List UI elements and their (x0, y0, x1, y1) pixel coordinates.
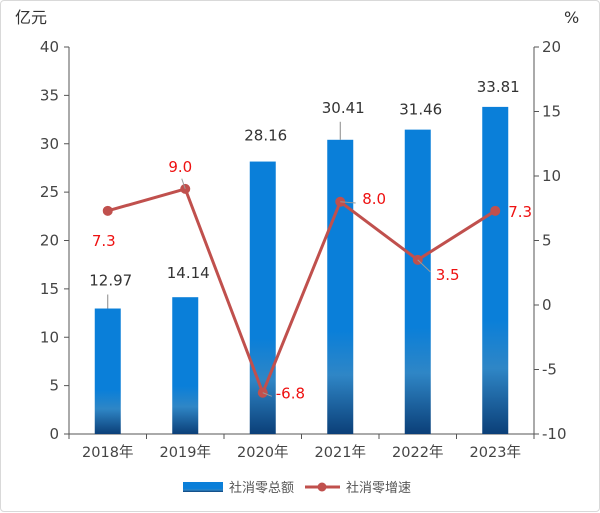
right-tick-label: -5 (542, 361, 557, 379)
right-tick-label: 0 (542, 296, 552, 314)
left-tick-label: 35 (40, 86, 59, 104)
right-tick-label: 5 (542, 232, 552, 250)
legend: 社消零总额 社消零增速 (183, 480, 411, 496)
left-axis-unit: 亿元 (15, 8, 47, 27)
x-tick-label: 2020年 (237, 444, 288, 461)
left-tick-label: 15 (40, 280, 59, 298)
bars (94, 106, 509, 435)
bar (404, 129, 431, 434)
bar-value-label: 33.81 (477, 78, 520, 96)
bar (482, 106, 509, 435)
axes: 0 5 10 15 20 25 30 35 40 -10 -5 0 5 10 15 20 2018年 2019年 2… (15, 8, 579, 461)
left-tick-label: 30 (40, 135, 59, 153)
rate-label-leader (181, 178, 186, 190)
rate-label-leader (262, 392, 273, 397)
legend-bar-swatch (183, 482, 223, 492)
legend-line-marker (317, 482, 327, 492)
right-tick-label: 10 (542, 167, 561, 185)
bar-value-label: 30.41 (322, 99, 365, 117)
rate-value-label: 8.0 (362, 190, 386, 208)
bar-value-label: 14.14 (167, 264, 210, 282)
bar (327, 139, 354, 434)
data-labels: 12.97 14.14 28.16 30.41 31.46 33.81 7.3 9.0 -6.8… (89, 78, 532, 403)
left-tick-label: 20 (40, 232, 59, 250)
rate-label-leader (340, 201, 356, 204)
rate-value-label: 3.5 (436, 266, 460, 284)
rate-point (490, 205, 501, 216)
right-tick-label: 20 (542, 38, 561, 56)
right-tick-label: -10 (542, 425, 567, 443)
rate-value-label: 7.3 (92, 232, 116, 250)
rate-value-label: 9.0 (168, 158, 192, 176)
bar (94, 308, 121, 434)
left-tick-label: 10 (40, 328, 59, 346)
x-tick-label: 2019年 (160, 444, 211, 461)
right-tick-label: 15 (542, 103, 561, 121)
rate-value-label: 7.3 (508, 203, 532, 221)
x-tick-label: 2023年 (470, 444, 521, 461)
rate-label-leader (417, 259, 431, 273)
rate-line (102, 183, 501, 398)
x-tick-label: 2022年 (392, 444, 443, 461)
legend-line-label: 社消零增速 (346, 480, 411, 496)
bar (172, 297, 199, 434)
x-tick-label: 2018年 (82, 444, 133, 461)
legend-bar-label: 社消零总额 (229, 480, 294, 496)
bar-value-label: 12.97 (89, 272, 132, 290)
left-tick-label: 25 (40, 183, 59, 201)
right-axis-unit: % (564, 8, 579, 27)
bar-value-label: 31.46 (399, 101, 442, 119)
left-tick-label: 5 (49, 377, 59, 395)
left-tick-label: 40 (40, 38, 59, 56)
rate-point (102, 205, 113, 216)
rate-value-label: -6.8 (276, 385, 305, 403)
left-tick-label: 0 (49, 425, 59, 443)
rate-line-path (107, 187, 497, 395)
bar-value-label: 28.16 (244, 127, 287, 145)
x-tick-label: 2021年 (315, 444, 366, 461)
